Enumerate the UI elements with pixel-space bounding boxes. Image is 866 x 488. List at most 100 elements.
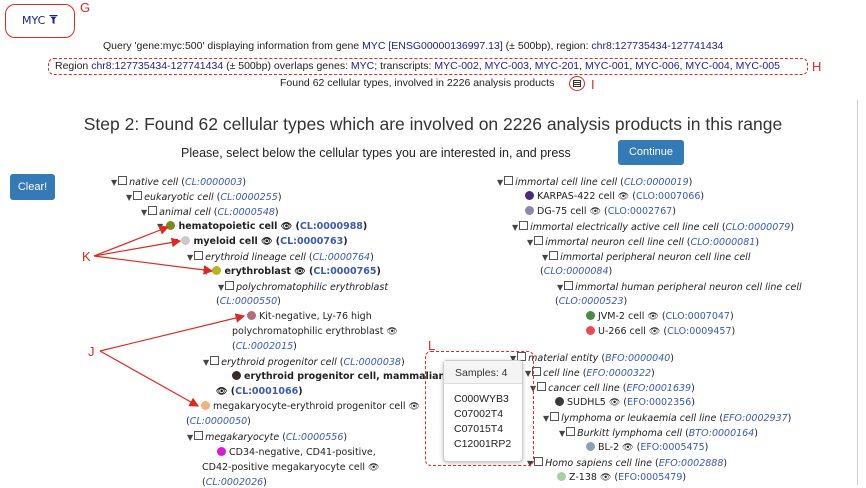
ontology-link[interactable]: EFO:0005479 — [618, 472, 683, 483]
overlap-gene-link[interactable]: MYC — [350, 60, 375, 72]
ontology-link[interactable]: BFO:0000040 — [605, 353, 671, 364]
ontology-link[interactable]: CL:0000988 — [299, 221, 363, 232]
ontology-link[interactable]: CLO:0007066 — [635, 191, 701, 202]
region-link[interactable]: chr8:127735434-127741434 — [591, 40, 724, 52]
ontology-link[interactable]: CLO:0007047 — [665, 311, 730, 322]
eye-icon[interactable]: 👁 — [622, 443, 634, 453]
transcript-link[interactable]: MYC-201 — [534, 60, 580, 72]
color-dot[interactable] — [201, 401, 210, 410]
continue-button[interactable]: Continue — [618, 140, 684, 165]
ontology-link[interactable]: CL:0000764 — [312, 252, 371, 263]
filter-icon[interactable] — [49, 15, 58, 24]
ontology-link[interactable]: EFO:0002888 — [658, 458, 724, 469]
color-dot[interactable] — [247, 311, 256, 320]
checkbox[interactable] — [519, 221, 529, 230]
expand-icon[interactable]: ▼ — [510, 354, 517, 363]
ontology-link[interactable]: EFO:0000322 — [586, 368, 652, 379]
expand-icon[interactable]: ▼ — [203, 358, 210, 367]
ontology-link[interactable]: CL:0002015 — [235, 341, 294, 352]
transcript-link[interactable]: MYC-002 — [434, 60, 479, 72]
ontology-link[interactable]: CL:0000765 — [313, 266, 377, 277]
color-dot[interactable] — [555, 397, 564, 406]
expand-icon[interactable]: ▼ — [218, 283, 225, 292]
eye-icon[interactable]: 👁 — [216, 387, 228, 397]
ontology-link[interactable]: CL:0001066 — [235, 386, 299, 397]
expand-icon[interactable]: ▼ — [557, 283, 564, 292]
checkbox[interactable] — [194, 431, 204, 440]
transcript-link[interactable]: MYC-006 — [635, 60, 680, 72]
color-dot[interactable] — [586, 442, 595, 451]
color-dot[interactable] — [181, 236, 191, 245]
eye-icon[interactable]: 👁 — [608, 398, 621, 408]
gene-link[interactable]: MYC — [362, 40, 386, 52]
checkbox[interactable] — [225, 281, 235, 290]
ontology-link[interactable]: EFO:0002937 — [723, 413, 788, 424]
eye-icon[interactable]: 👁 — [386, 327, 398, 337]
ontology-link[interactable]: CL:0000556 — [285, 432, 344, 443]
checkbox[interactable] — [532, 367, 542, 376]
ontology-link[interactable]: CL:0000548 — [217, 207, 275, 218]
checkbox[interactable] — [566, 427, 576, 436]
ontology-link[interactable]: CLO:0009457 — [667, 326, 732, 337]
ontology-link[interactable]: CL:0000050 — [189, 416, 248, 427]
eye-icon[interactable]: 👁 — [294, 267, 306, 277]
checkbox[interactable] — [148, 206, 158, 215]
expand-icon[interactable]: ▼ — [542, 253, 549, 262]
checkbox[interactable] — [133, 191, 143, 200]
color-dot[interactable] — [525, 191, 534, 200]
clear-button[interactable]: Clear! — [10, 174, 55, 200]
ontology-link[interactable]: CLO:0000084 — [543, 266, 609, 277]
color-dot[interactable] — [217, 447, 226, 456]
color-dot[interactable] — [586, 311, 595, 320]
expand-icon[interactable]: ▼ — [512, 223, 519, 232]
checkbox[interactable] — [118, 176, 128, 185]
color-dot[interactable] — [212, 266, 222, 275]
expand-icon[interactable]: ▼ — [141, 208, 148, 217]
ontology-link[interactable]: EFO:0002356 — [626, 397, 692, 408]
expand-icon[interactable]: ▼ — [559, 429, 566, 438]
expand-icon[interactable]: ▼ — [187, 253, 194, 262]
ontology-link[interactable]: CL:0000550 — [219, 296, 278, 307]
transcript-link[interactable]: MYC-005 — [735, 60, 780, 72]
expand-icon[interactable]: ▼ — [527, 238, 534, 247]
color-dot[interactable] — [232, 371, 241, 380]
ensembl-link[interactable]: [ENSG00000136997.13] — [388, 40, 503, 52]
transcript-link[interactable]: MYC-004 — [685, 60, 730, 72]
eye-icon[interactable]: 👁 — [617, 192, 630, 202]
ontology-link[interactable]: CLO:0000523 — [558, 296, 624, 307]
checkbox[interactable] — [549, 251, 559, 260]
color-dot[interactable] — [557, 472, 566, 481]
transcript-link[interactable]: MYC-003 — [484, 60, 529, 72]
expand-icon[interactable]: ▼ — [111, 178, 118, 187]
checkbox[interactable] — [210, 356, 220, 365]
ontology-link[interactable]: CL:0002026 — [205, 477, 264, 488]
color-dot[interactable] — [525, 206, 534, 215]
table-view-button[interactable] — [569, 76, 585, 91]
eye-icon[interactable]: 👁 — [589, 207, 602, 217]
eye-icon[interactable]: 👁 — [647, 312, 659, 322]
checkbox[interactable] — [504, 176, 514, 185]
color-dot[interactable] — [586, 326, 595, 335]
eye-icon[interactable]: 👁 — [368, 463, 380, 473]
ontology-link[interactable]: CLO:0000019 — [623, 177, 689, 188]
eye-icon[interactable]: 👁 — [280, 222, 293, 232]
expand-icon[interactable]: ▼ — [187, 433, 194, 442]
ontology-link[interactable]: EFO:0005475 — [640, 442, 705, 453]
ontology-link[interactable]: CLO:0000081 — [690, 237, 756, 248]
transcript-link[interactable]: MYC-001 — [584, 60, 630, 72]
ontology-link[interactable]: CLO:0002767 — [607, 206, 673, 217]
expand-icon[interactable]: ▼ — [126, 193, 133, 202]
checkbox[interactable] — [564, 281, 574, 290]
ontology-link[interactable]: CL:0000003 — [184, 177, 243, 188]
ontology-link[interactable]: CLO:0000079 — [725, 222, 791, 233]
expand-icon[interactable]: ▼ — [543, 414, 550, 423]
expand-icon[interactable]: ▼ — [497, 178, 504, 187]
ontology-link[interactable]: CL:0000763 — [280, 236, 344, 247]
checkbox[interactable] — [534, 457, 544, 466]
checkbox[interactable] — [550, 412, 560, 421]
eye-icon[interactable]: 👁 — [648, 327, 661, 337]
checkbox[interactable] — [534, 236, 544, 245]
ontology-link[interactable]: BTO:0000164 — [688, 428, 755, 439]
checkbox[interactable] — [194, 251, 204, 260]
color-dot[interactable] — [166, 221, 176, 230]
